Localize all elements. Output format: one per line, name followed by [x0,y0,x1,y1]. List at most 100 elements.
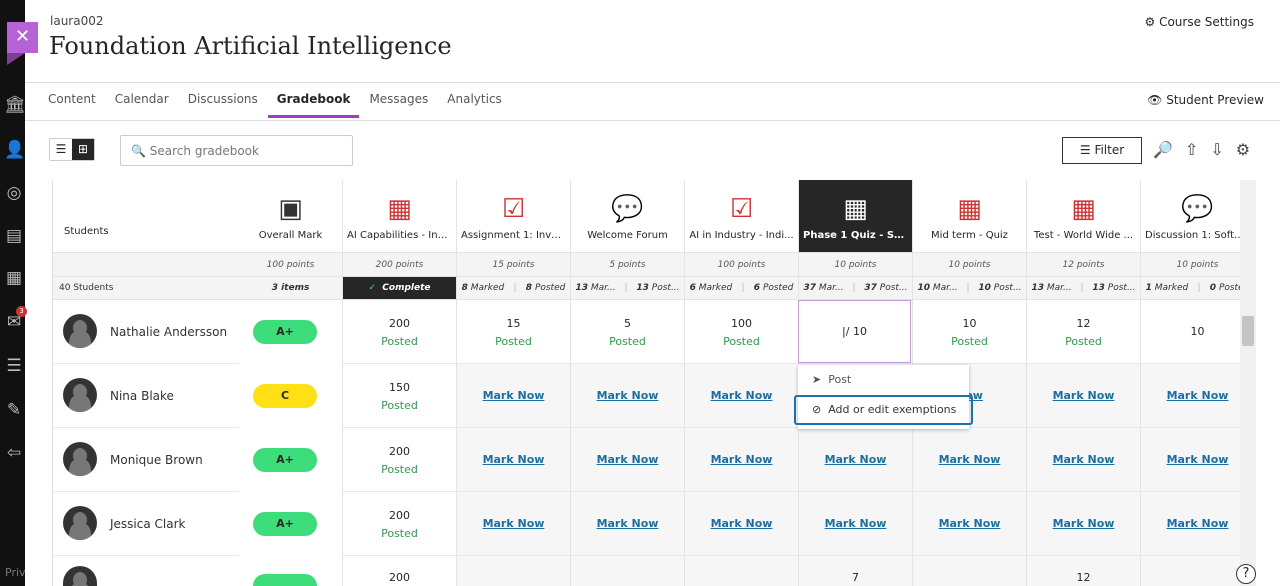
course-settings-button[interactable]: ⚙ Course Settings [1144,15,1254,29]
mark-now-link[interactable]: Mark Now [938,517,1001,530]
grade-cell[interactable]: 200 Posted [343,492,456,556]
student-name[interactable]: Nina Blake [110,389,174,403]
menu-item-exemptions[interactable]: ⊘ Add or edit exemptions [794,395,973,425]
vertical-scrollbar[interactable] [1240,180,1256,586]
grade-cell[interactable]: 10 [1141,300,1240,364]
list-view-icon[interactable]: ☰ [55,142,67,156]
tab-discussions[interactable]: Discussions [187,92,258,106]
help-icon[interactable]: ? [1236,564,1256,584]
grade-cell[interactable]: Mark Now [571,428,684,492]
mark-now-link[interactable]: Mark Now [596,389,659,402]
mark-now-link[interactable]: Mark Now [938,453,1001,466]
grade-cell[interactable]: Mark Now [685,364,798,428]
courses-icon[interactable]: ▤ [5,226,23,246]
grade-cell[interactable]: Mark Now [571,364,684,428]
column-header[interactable]: ▦ AI Capabilities - Ind... [343,180,456,276]
mark-now-link[interactable]: Mark Now [482,389,545,402]
overall-grade-pill[interactable]: C [253,384,317,408]
grade-cell[interactable]: Mark Now [1141,428,1240,492]
mark-now-link[interactable]: Mark Now [710,517,773,530]
overall-grade-pill[interactable]: A+ [253,512,317,536]
grade-cell[interactable]: 5 Posted [571,300,684,364]
grades-icon[interactable]: ☰ [6,356,22,376]
column-header[interactable]: ▦ Mid term - Quiz [913,180,1026,276]
grade-cell[interactable]: 12 Posted [1027,300,1140,364]
messages-icon[interactable]: ✉ [6,312,22,332]
tab-content[interactable]: Content [48,92,96,106]
student-row[interactable]: Jessica Clark A+ [53,492,317,556]
upload-icon[interactable]: ⇧ [1184,140,1199,159]
grid-view-icon[interactable]: ⊞ [72,139,94,160]
mark-now-link[interactable]: Mark Now [482,517,545,530]
search-input[interactable]: 🔍 Search gradebook [120,135,353,166]
mark-now-link[interactable]: Mark Now [482,453,545,466]
grade-cell[interactable]: 150 Posted [343,364,456,428]
menu-item-post[interactable]: ➤ Post [798,365,969,395]
grade-cell[interactable]: 12 [1027,556,1140,586]
grade-cell[interactable]: Mark Now [1027,428,1140,492]
privacy-link[interactable]: Priv [5,566,26,579]
student-row[interactable]: Monique Brown A+ [53,428,317,492]
grade-cell[interactable]: 15 Posted [457,300,570,364]
scrollbar-thumb[interactable] [1242,316,1254,346]
column-header[interactable]: ▦ Test - World Wide ... [1027,180,1140,276]
mark-now-link[interactable]: Mark Now [1052,453,1115,466]
mark-now-link[interactable]: Mark Now [824,517,887,530]
mark-now-link[interactable]: Mark Now [710,453,773,466]
grade-cell[interactable]: 10 Posted [913,300,1026,364]
grade-cell[interactable] [913,556,1026,586]
mark-now-link[interactable]: Mark Now [1166,453,1229,466]
profile-icon[interactable]: 👤 [4,140,26,160]
student-name[interactable]: Monique Brown [110,453,203,467]
column-header[interactable]: 💬 Welcome Forum [571,180,684,276]
grade-cell[interactable]: Mark Now [571,492,684,556]
mark-now-link[interactable]: Mark Now [824,453,887,466]
grade-cell[interactable]: 200 Posted [343,428,456,492]
mark-now-link[interactable]: Mark Now [1166,517,1229,530]
column-header[interactable]: ☑ AI in Industry - Indi... [685,180,798,276]
grade-cell[interactable]: 100 Posted [685,300,798,364]
grade-cell[interactable]: Mark Now [799,428,912,492]
overall-grade-pill[interactable] [253,574,317,586]
mark-now-link[interactable]: Mark Now [596,517,659,530]
settings-gear-icon[interactable]: ⚙ [1235,140,1251,159]
mark-now-link[interactable]: Mark Now [596,453,659,466]
grade-cell[interactable] [1141,556,1240,586]
mark-now-link[interactable]: Mark Now [1052,389,1115,402]
mark-now-link[interactable]: Mark Now [1052,517,1115,530]
grade-cell[interactable]: 200 Posted [343,300,456,364]
tab-calendar[interactable]: Calendar [114,92,169,106]
mark-now-link[interactable]: Mark Now [710,389,773,402]
grade-cell[interactable] [457,556,570,586]
overall-grade-pill[interactable]: A+ [253,448,317,472]
grade-cell[interactable] [685,556,798,586]
sign-out-icon[interactable]: ⇦ [6,443,22,463]
overall-grade-pill[interactable]: A+ [253,320,317,344]
grade-cell[interactable]: 7 [799,556,912,586]
grade-edit-input[interactable]: |/ 10 [798,300,911,363]
globe-icon[interactable]: ◎ [6,183,22,203]
tab-gradebook[interactable]: Gradebook [267,92,360,118]
grade-cell[interactable]: Mark Now [913,492,1026,556]
student-row[interactable] [53,556,317,586]
grade-cell[interactable]: Mark Now [457,364,570,428]
grading-search-icon[interactable]: 🔎 [1153,140,1173,159]
grade-cell[interactable]: Mark Now [685,428,798,492]
tab-analytics[interactable]: Analytics [447,92,502,106]
grade-cell[interactable] [571,556,684,586]
column-header[interactable]: ☑ Assignment 1: Inve... [457,180,570,276]
filter-button[interactable]: ☰ Filter [1062,137,1142,164]
download-icon[interactable]: ⇩ [1210,140,1224,159]
grade-cell[interactable]: Mark Now [1027,492,1140,556]
grade-cell[interactable]: Mark Now [913,428,1026,492]
calendar-icon[interactable]: ▦ [5,268,23,288]
student-name[interactable]: Jessica Clark [110,517,186,531]
grade-cell[interactable]: Mark Now [685,492,798,556]
tab-messages[interactable]: Messages [369,92,429,106]
student-name[interactable]: Nathalie Andersson [110,325,228,339]
close-course-button[interactable]: ✕ [7,22,38,53]
tools-icon[interactable]: ✎ [6,400,22,420]
grade-cell[interactable]: Mark Now [457,492,570,556]
student-preview-button[interactable]: 👁 Student Preview [1147,93,1264,107]
column-header[interactable]: ▣ Overall Mark [239,180,342,276]
